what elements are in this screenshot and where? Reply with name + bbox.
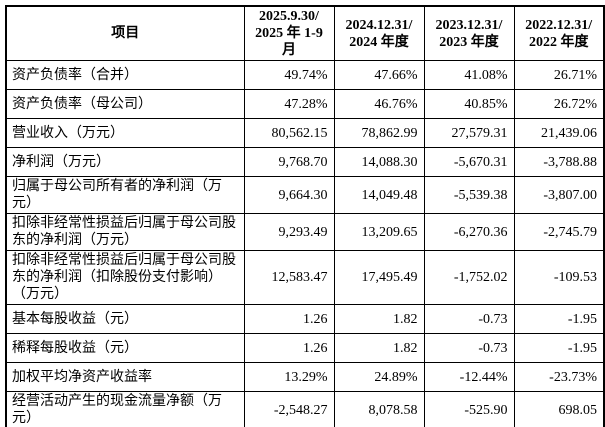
row-value: -525.90 [423, 391, 515, 427]
header-item-label: 项目 [111, 26, 140, 41]
row-value: 40.85% [423, 89, 515, 119]
row-value: -1.95 [513, 304, 605, 334]
row-value: -1,752.02 [423, 250, 515, 305]
row-value: -12.44% [423, 362, 515, 392]
row-label: 净利润（万元） [5, 147, 245, 177]
table-row: 基本每股收益（元） 1.26 1.82 -0.73 -1.95 [5, 304, 605, 334]
header-period-range: 2024 年度 [349, 34, 409, 50]
row-label: 营业收入（万元） [5, 118, 245, 148]
row-label: 基本每股收益（元） [5, 304, 245, 334]
row-value: 1.82 [333, 304, 425, 334]
row-value: 13.29% [243, 362, 335, 392]
header-period-2024-cell: 2024.12.31/ 2024 年度 [333, 5, 425, 61]
table-row: 资产负债率（合并） 49.74% 47.66% 41.08% 26.71% [5, 60, 605, 90]
header-period-range: 2022 年度 [529, 34, 589, 50]
row-value: -0.73 [423, 304, 515, 334]
table-row: 扣除非经常性损益后归属于母公司股东的净利润（扣除股份支付影响）（万元） 12,58… [5, 250, 605, 305]
table-row: 资产负债率（母公司） 47.28% 46.76% 40.85% 26.72% [5, 89, 605, 119]
header-period-date: 2025.9.30/ [259, 9, 319, 24]
row-value: 17,495.49 [333, 250, 425, 305]
row-value: 24.89% [333, 362, 425, 392]
header-period-date: 2023.12.31/ [435, 17, 503, 33]
row-value: -5,670.31 [423, 147, 515, 177]
row-value: 80,562.15 [243, 118, 335, 148]
header-period-2025-cell: 2025.9.30/ 2025 年 1-9 月 [243, 5, 335, 61]
row-value: 1.26 [243, 304, 335, 334]
row-value: -109.53 [513, 250, 605, 305]
row-label: 扣除非经常性损益后归属于母公司股东的净利润（扣除股份支付影响）（万元） [5, 250, 245, 305]
row-label: 资产负债率（合并） [5, 60, 245, 90]
row-label: 归属于母公司所有者的净利润（万元） [5, 176, 245, 214]
header-row: 项目 2025.9.30/ 2025 年 1-9 月 2024.12.31/ 2… [5, 5, 605, 61]
row-value: 78,862.99 [333, 118, 425, 148]
row-value: -2,745.79 [513, 213, 605, 251]
row-value: -0.73 [423, 333, 515, 363]
row-value: -1.95 [513, 333, 605, 363]
row-value: 9,664.30 [243, 176, 335, 214]
table-row: 稀释每股收益（元） 1.26 1.82 -0.73 -1.95 [5, 333, 605, 363]
header-period-range: 2023 年度 [439, 34, 499, 50]
row-value: 14,049.48 [333, 176, 425, 214]
row-value: 47.66% [333, 60, 425, 90]
row-value: 14,088.30 [333, 147, 425, 177]
row-value: 27,579.31 [423, 118, 515, 148]
row-value: 21,439.06 [513, 118, 605, 148]
row-value: -3,788.88 [513, 147, 605, 177]
header-item-cell: 项目 [5, 5, 245, 61]
table-row: 扣除非经常性损益后归属于母公司股东的净利润（万元） 9,293.49 13,209.… [5, 213, 605, 251]
row-value: -3,807.00 [513, 176, 605, 214]
table-row: 净利润（万元） 9,768.70 14,088.30 -5,670.31 -3,788.… [5, 147, 605, 177]
row-value: -2,548.27 [243, 391, 335, 427]
row-value: 46.76% [333, 89, 425, 119]
row-value: 8,078.58 [333, 391, 425, 427]
table-body: 资产负债率（合并） 49.74% 47.66% 41.08% 26.71% 资产负债率（母… [5, 60, 605, 427]
row-label: 经营活动产生的现金流量净额（万元） [5, 391, 245, 427]
row-value: 41.08% [423, 60, 515, 90]
header-period-range: 2025 年 1-9 月 [255, 26, 323, 58]
row-value: 1.26 [243, 333, 335, 363]
row-value: 26.71% [513, 60, 605, 90]
row-value: -5,539.38 [423, 176, 515, 214]
financial-summary-table: 项目 2025.9.30/ 2025 年 1-9 月 2024.12.31/ 2… [5, 5, 605, 427]
table-row: 加权平均净资产收益率 13.29% 24.89% -12.44% -23.73% [5, 362, 605, 392]
row-label: 资产负债率（母公司） [5, 89, 245, 119]
row-value: 698.05 [513, 391, 605, 427]
row-value: 13,209.65 [333, 213, 425, 251]
header-period-date: 2022.12.31/ [525, 17, 593, 33]
row-value: 47.28% [243, 89, 335, 119]
row-value: 12,583.47 [243, 250, 335, 305]
row-value: -23.73% [513, 362, 605, 392]
row-value: 49.74% [243, 60, 335, 90]
header-period-2023-cell: 2023.12.31/ 2023 年度 [423, 5, 515, 61]
row-value: 9,293.49 [243, 213, 335, 251]
table-row: 经营活动产生的现金流量净额（万元） -2,548.27 8,078.58 -525.9… [5, 391, 605, 427]
table-row: 营业收入（万元） 80,562.15 78,862.99 27,579.31 21,43… [5, 118, 605, 148]
row-label: 加权平均净资产收益率 [5, 362, 245, 392]
table-row: 归属于母公司所有者的净利润（万元） 9,664.30 14,049.48 -5,539… [5, 176, 605, 214]
row-value: -6,270.36 [423, 213, 515, 251]
row-value: 1.82 [333, 333, 425, 363]
row-value: 9,768.70 [243, 147, 335, 177]
row-label: 稀释每股收益（元） [5, 333, 245, 363]
row-value: 26.72% [513, 89, 605, 119]
header-period-date: 2024.12.31/ [345, 17, 413, 33]
header-period-2022-cell: 2022.12.31/ 2022 年度 [513, 5, 605, 61]
row-label: 扣除非经常性损益后归属于母公司股东的净利润（万元） [5, 213, 245, 251]
